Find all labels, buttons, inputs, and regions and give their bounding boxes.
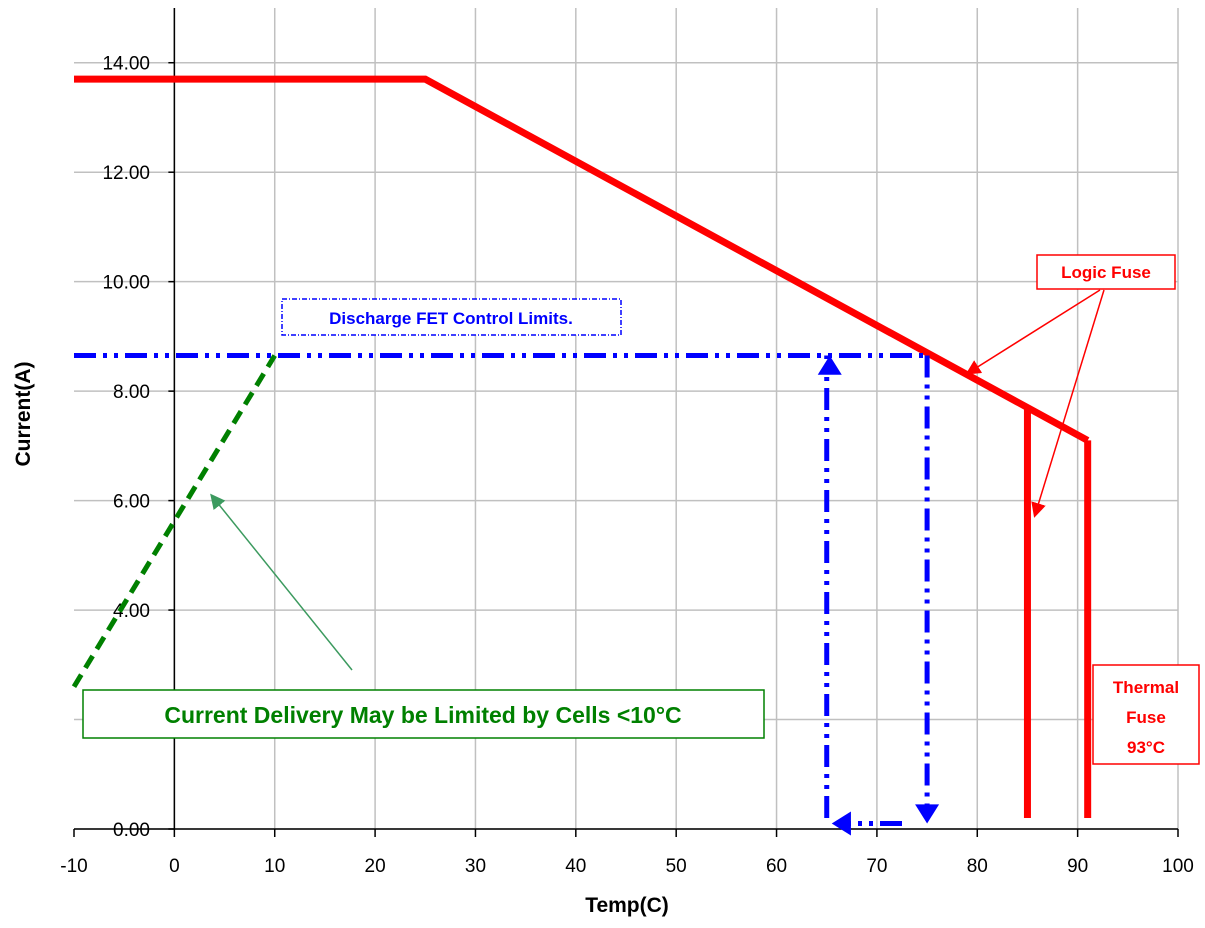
x-tick-label: 100 <box>1162 856 1194 877</box>
cells-limit-label: Current Delivery May be Limited by Cells… <box>164 702 681 728</box>
x-tick-label: 20 <box>365 856 386 877</box>
y-tick-labels: 0.00 4.00 6.00 8.00 10.00 12.00 14.00 <box>102 54 150 841</box>
series-line-0 <box>74 75 1090 444</box>
fet-limit-label: Discharge FET Control Limits. <box>329 309 573 328</box>
y-tick-label: 8.00 <box>113 382 150 403</box>
logic-fuse-leader-1 <box>965 289 1101 375</box>
cells-limit-leader <box>210 493 353 671</box>
x-tick-label: 90 <box>1067 856 1088 877</box>
logic-fuse-leader-2 <box>1031 289 1105 518</box>
x-tick-label: 80 <box>967 856 988 877</box>
x-tick-label: 30 <box>465 856 486 877</box>
y-axis-title: Current(A) <box>12 362 35 467</box>
x-tick-label: -10 <box>60 856 87 877</box>
cells-limit-annotation: Current Delivery May be Limited by Cells… <box>82 689 765 739</box>
x-tick-labels: -10 0 10 20 30 40 50 60 70 80 90 100 <box>60 856 1194 877</box>
y-tick-label: 14.00 <box>102 54 150 75</box>
x-axis-title: Temp(C) <box>585 894 669 917</box>
y-tick-label: 4.00 <box>113 601 150 622</box>
fet-arrowhead-up <box>817 355 842 375</box>
y-tick-label: 10.00 <box>102 273 150 294</box>
series-layer <box>71 75 1092 836</box>
fet-arrowhead-left <box>831 811 851 836</box>
y-tick-label: 12.00 <box>102 163 150 184</box>
fet-limit-annotation: Discharge FET Control Limits. <box>281 298 622 336</box>
logic-fuse-annotation: Logic Fuse <box>1036 254 1176 290</box>
x-tick-label: 60 <box>766 856 787 877</box>
x-tick-label: 50 <box>666 856 687 877</box>
thermal-fuse-line-3: 93°C <box>1127 738 1165 757</box>
y-tick-label: 0.00 <box>113 820 150 841</box>
x-tick-label: 70 <box>866 856 887 877</box>
x-tick-label: 10 <box>264 856 285 877</box>
thermal-fuse-line-2: Fuse <box>1126 708 1166 727</box>
thermal-fuse-annotation: Thermal Fuse 93°C <box>1092 664 1200 765</box>
x-tick-label: 0 <box>169 856 180 877</box>
x-tick-label: 40 <box>565 856 586 877</box>
y-tick-label: 6.00 <box>113 492 150 513</box>
logic-fuse-label: Logic Fuse <box>1061 263 1151 282</box>
thermal-fuse-line-1: Thermal <box>1113 678 1179 697</box>
fet-arrowhead-down <box>915 804 940 824</box>
